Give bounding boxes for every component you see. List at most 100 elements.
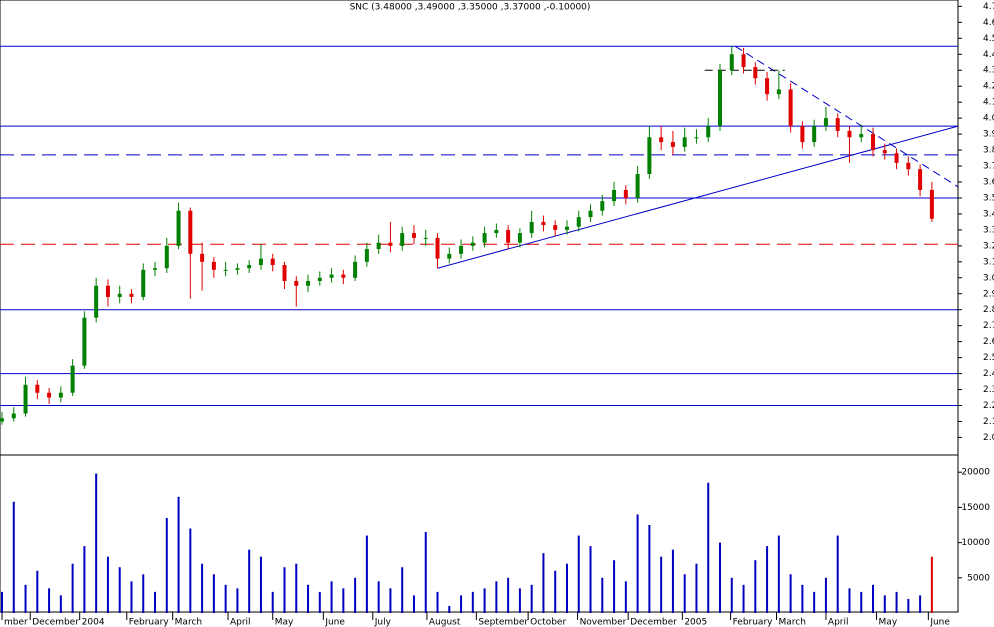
volume-bar bbox=[271, 591, 274, 613]
volume-bar bbox=[589, 546, 592, 613]
volume-bar bbox=[907, 598, 910, 613]
volume-bar bbox=[601, 577, 604, 613]
y-tick-label: 3.9 bbox=[983, 130, 994, 140]
volume-bar bbox=[436, 591, 439, 613]
candle-body bbox=[258, 258, 263, 266]
volume-bar bbox=[624, 581, 627, 613]
candle-body bbox=[494, 229, 499, 234]
y-tick-label: 4.0 bbox=[983, 114, 994, 124]
volume-bar bbox=[142, 574, 145, 613]
candle-body bbox=[282, 265, 287, 281]
x-tick-label: October bbox=[530, 618, 566, 627]
candle-body bbox=[459, 245, 464, 254]
volume-bar bbox=[130, 581, 133, 613]
volume-bar bbox=[59, 595, 62, 613]
candle-body bbox=[729, 54, 734, 71]
volume-tick-label: 15000 bbox=[961, 503, 990, 513]
volume-bar bbox=[12, 501, 15, 613]
candle-body bbox=[812, 126, 817, 143]
volume-bar bbox=[471, 591, 474, 613]
volume-bar bbox=[307, 584, 310, 613]
y-tick-label: 4.1 bbox=[983, 98, 994, 108]
volume-bar bbox=[354, 577, 357, 613]
candle-body bbox=[623, 189, 628, 198]
volume-bar bbox=[295, 563, 298, 613]
x-tick-label: February bbox=[733, 618, 774, 627]
volume-bar bbox=[824, 577, 827, 613]
volume-bar bbox=[177, 496, 180, 613]
x-tick-label: May bbox=[879, 618, 898, 627]
y-tick-label: 2.1 bbox=[983, 417, 994, 427]
volume-tick-label: 10000 bbox=[961, 538, 990, 548]
candle-body bbox=[506, 229, 511, 243]
candle-body bbox=[929, 189, 934, 219]
y-tick-label: 4.6 bbox=[983, 18, 994, 28]
volume-bar bbox=[813, 591, 816, 613]
x-tick-label: April bbox=[230, 618, 251, 627]
candle-body bbox=[58, 392, 63, 398]
y-tick-label: 3.5 bbox=[983, 193, 994, 203]
candle-body bbox=[800, 126, 805, 143]
candle-body bbox=[553, 225, 558, 230]
candle-body bbox=[129, 293, 134, 297]
y-tick-label: 4.3 bbox=[983, 66, 994, 76]
candle-body bbox=[541, 221, 546, 226]
volume-bar bbox=[554, 570, 557, 613]
candle-body bbox=[188, 210, 193, 254]
volume-bar bbox=[542, 553, 545, 613]
x-tick-label: December bbox=[630, 618, 677, 627]
volume-bar bbox=[189, 528, 192, 613]
candle-body bbox=[294, 280, 299, 286]
candle-body bbox=[35, 384, 40, 393]
candle-body bbox=[270, 258, 275, 266]
candle-body bbox=[200, 253, 205, 262]
volume-bar bbox=[154, 591, 157, 613]
volume-bar bbox=[212, 574, 215, 613]
candle-body bbox=[847, 130, 852, 138]
volume-bar bbox=[895, 591, 898, 613]
candle-body bbox=[612, 189, 617, 202]
x-tick-label: mber bbox=[4, 618, 28, 627]
y-tick-label: 3.6 bbox=[983, 178, 994, 188]
x-tick-label: July bbox=[374, 618, 392, 627]
volume-bar bbox=[777, 535, 780, 613]
candle-body bbox=[329, 274, 334, 278]
candle-body bbox=[871, 134, 876, 151]
volume-bar bbox=[412, 595, 415, 613]
trend-line bbox=[735, 45, 959, 188]
volume-bar bbox=[495, 581, 498, 613]
candle-body bbox=[741, 54, 746, 68]
candle-body bbox=[11, 413, 16, 419]
x-tick-label: 2005 bbox=[684, 618, 707, 627]
candle-body bbox=[247, 265, 252, 269]
y-tick-label: 4.5 bbox=[983, 34, 994, 44]
candle-body bbox=[211, 261, 216, 270]
y-tick-label: 3.3 bbox=[983, 225, 994, 235]
chart-title: SNC (3.48000 ,3.49000 ,3.35000 ,3.37000 … bbox=[350, 3, 591, 13]
candle-body bbox=[70, 365, 75, 393]
trend-line bbox=[437, 125, 959, 269]
volume-bar bbox=[483, 588, 486, 613]
candle-body bbox=[400, 233, 405, 246]
volume-bar bbox=[424, 532, 427, 613]
y-tick-label: 2.4 bbox=[983, 369, 994, 379]
candle-body bbox=[635, 174, 640, 198]
y-tick-label: 4.4 bbox=[983, 50, 994, 60]
x-tick-label: August bbox=[429, 618, 461, 627]
volume-bar bbox=[660, 556, 663, 613]
y-tick-label: 3.0 bbox=[983, 273, 994, 283]
volume-bar bbox=[766, 546, 769, 613]
candle-body bbox=[918, 169, 923, 190]
volume-bar bbox=[671, 549, 674, 613]
candle-body bbox=[423, 237, 428, 239]
candle-body bbox=[470, 242, 475, 246]
volume-bar bbox=[118, 567, 121, 613]
candle-body bbox=[706, 126, 711, 138]
volume-bar bbox=[48, 588, 51, 613]
x-tick-label: February bbox=[129, 618, 170, 627]
volume-bar bbox=[448, 605, 451, 613]
candle-body bbox=[788, 89, 793, 127]
candle-body bbox=[529, 221, 534, 234]
candle-body bbox=[882, 150, 887, 154]
